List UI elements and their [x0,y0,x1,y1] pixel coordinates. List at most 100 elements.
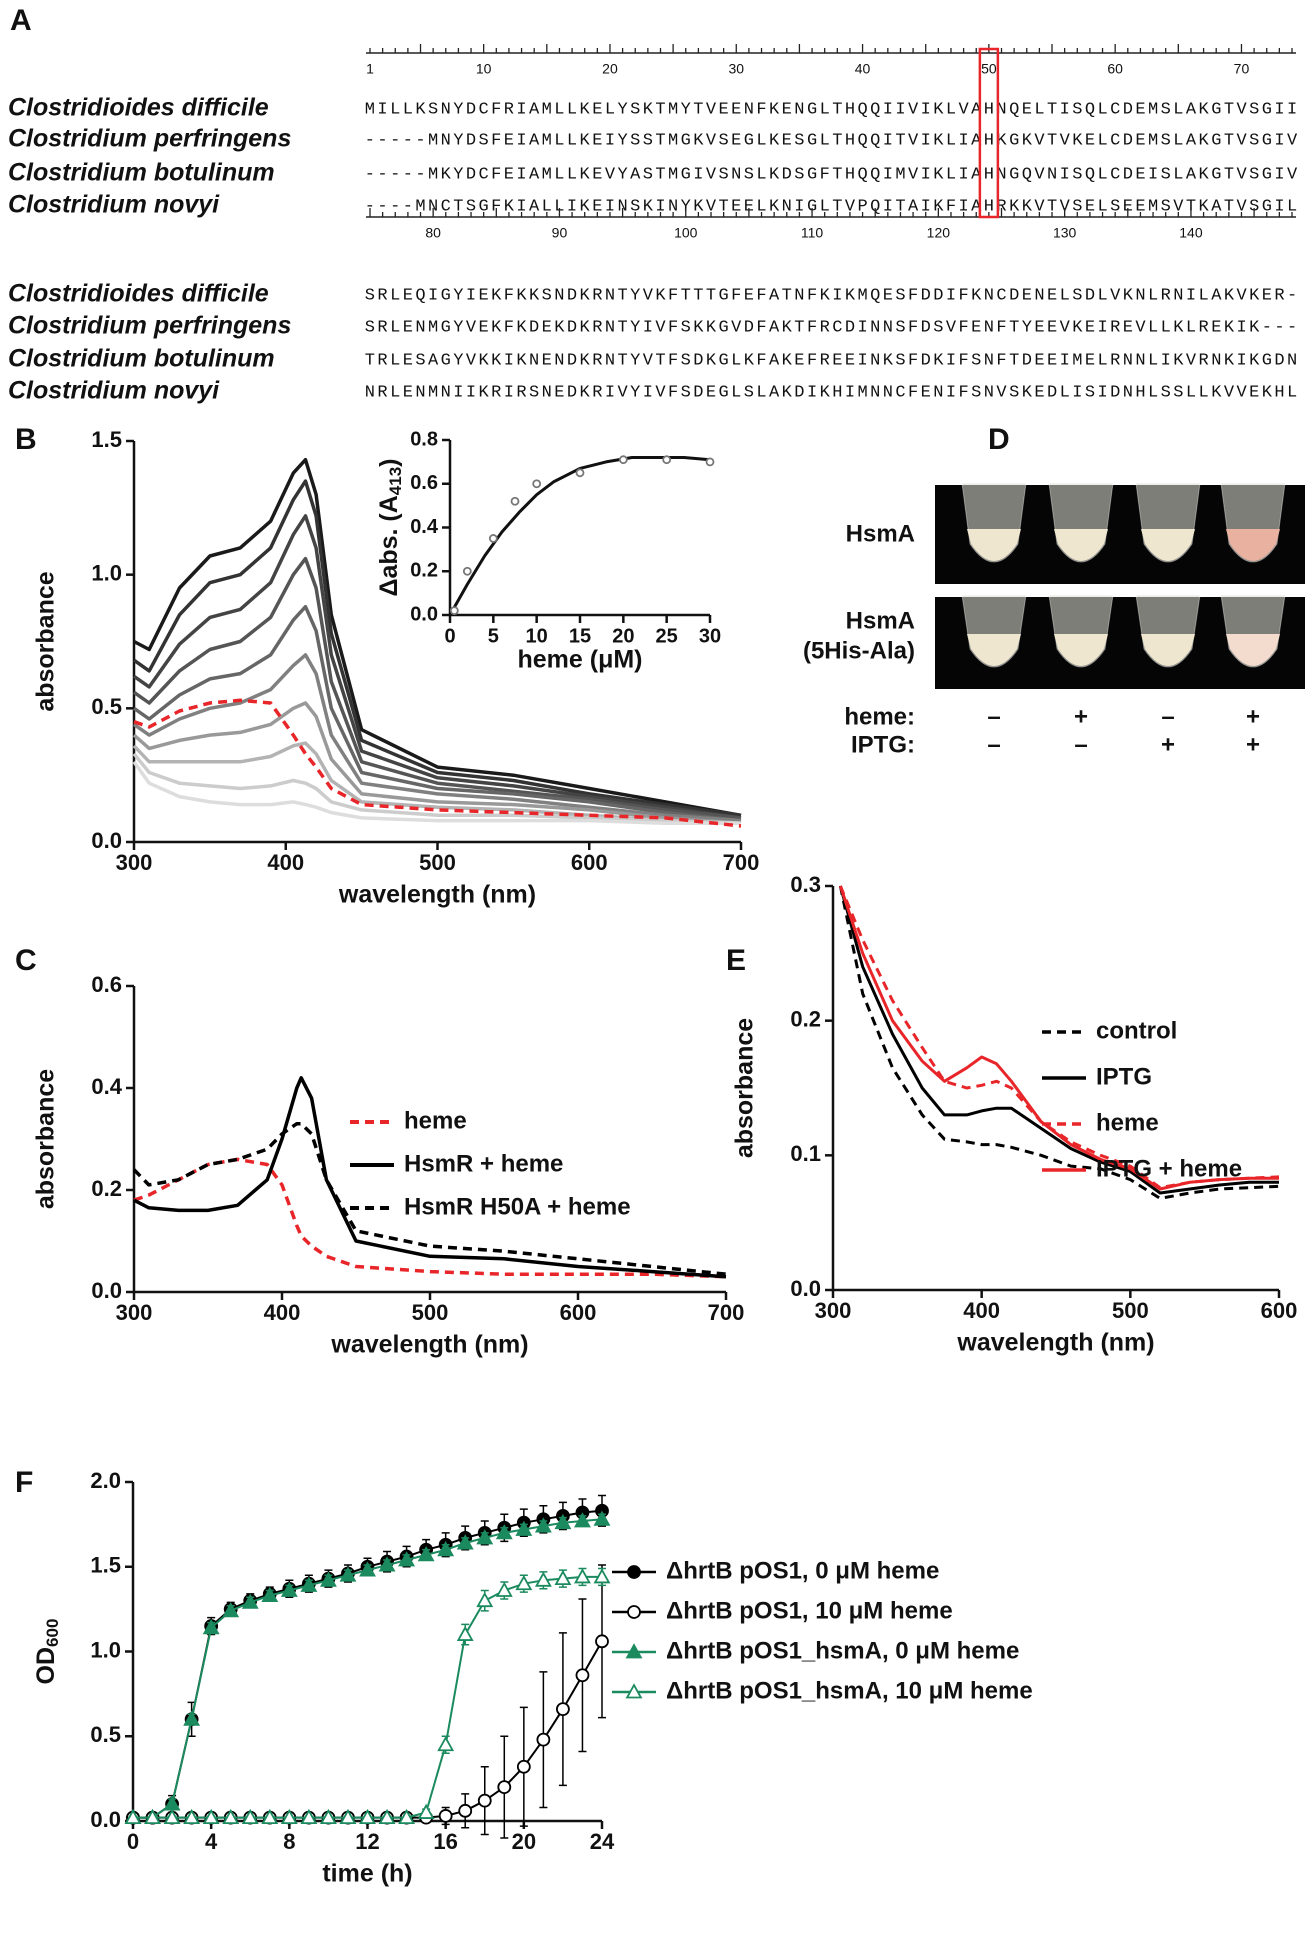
marker [497,1780,512,1794]
y-tick-label: 0.2 [410,560,438,582]
x-tick-label: 400 [963,1298,1000,1323]
ruler-label: 60 [1107,61,1123,77]
x-tick-label: 8 [283,1829,295,1854]
pellet [967,634,1021,666]
legend-label: ΔhrtB pOS1_hsmA, 10 μM heme [666,1677,1033,1704]
legend-label: ΔhrtB pOS1, 10 μM heme [666,1597,953,1624]
condition-sign: – [987,731,1000,758]
sequence: ----MNCTSGFKIALLIKEINSKINYKVTEELKNIGLTVP… [365,197,1297,216]
legend-label: heme [404,1107,467,1134]
series-line [132,1121,727,1276]
marker [417,1546,435,1562]
axis-title: time (h) [322,1860,412,1888]
sequence: SRLEQIGYIEKFKKSNDKRNTYVKFTTTGFEFATNFKIKM… [365,286,1297,305]
marker [261,1586,279,1602]
marker [495,1524,513,1540]
marker [593,1510,611,1526]
marker [574,1512,591,1528]
marker [536,1732,551,1747]
marker [516,1759,531,1774]
series-line [133,457,742,818]
y-tick-label: 0.6 [410,472,438,494]
axis-title: heme (μM) [517,646,642,674]
marker [627,1605,641,1619]
ruler-label: 10 [476,61,492,77]
sequence: -----MNYDSFEIAMLLKEIYSSTMGKVSEGLKESGLTHQ… [365,131,1298,150]
ruler-label: 1 [366,61,374,77]
condition-name: heme: [844,703,915,730]
axis-title: absorbance [731,1018,759,1158]
marker [554,1513,572,1530]
legend-label: heme [1096,1109,1159,1136]
y-tick-label: 0.4 [410,516,439,538]
axis-title: OD600 [32,1619,63,1685]
axis-title-text: ) [375,458,403,466]
series-line [132,701,742,826]
legend-label: HsmR + heme [404,1150,563,1177]
ruler-label: 30 [728,61,744,77]
x-tick-label: 500 [412,1300,449,1325]
marker [319,1808,337,1825]
panel-label: D [988,423,1010,456]
x-tick-label: 4 [205,1829,218,1854]
marker [241,1593,259,1609]
y-tick-label: 1.5 [90,1553,121,1578]
legend-label: HsmR H50A + heme [404,1193,631,1220]
marker [202,1808,220,1825]
row-label: (5His-Ala) [803,637,915,664]
condition-sign: – [1161,703,1174,730]
series-line [448,456,711,616]
x-tick-label: 600 [571,850,608,875]
marker [144,1808,161,1825]
marker [183,1710,201,1726]
sequence: MILLKSNYDCFRIAMLLKELYSKTMYTVEENFKENGLTHQ… [365,100,1297,119]
marker [261,1808,279,1825]
marker [378,1808,396,1825]
x-tick-label: 400 [264,1300,301,1325]
marker [625,1683,643,1699]
condition-name: IPTG: [851,731,915,758]
sequence: TRLESAGYVKKIKNENDKRNTYVTFSDKGLKFAKEFREEI… [365,351,1297,370]
condition-sign: + [1246,703,1260,730]
legend-label: IPTG + heme [1096,1155,1242,1182]
marker [202,1619,220,1635]
marker [495,1581,513,1597]
marker [359,1808,376,1825]
marker [476,1529,494,1545]
marker [488,534,498,543]
marker [241,1808,259,1825]
organism-name: Clostridium perfringens [8,125,291,153]
sequence: -----MKYDCFEIAMLLKEVYASTMGIVSNSLKDSGFTHQ… [365,165,1298,184]
y-tick-label: 0.8 [410,428,438,450]
marker [554,1569,572,1586]
legend-label: ΔhrtB pOS1_hsmA, 0 μM heme [666,1637,1019,1664]
marker [574,1568,591,1584]
y-tick-label: 0.0 [91,1278,122,1303]
x-tick-label: 25 [656,625,678,647]
x-tick-label: 24 [590,1829,615,1854]
x-tick-label: 300 [815,1298,852,1323]
marker [593,1568,611,1584]
sequence: SRLENMGYVEKFKDEKDKRNTYIVFSKKGVDFAKTFRCDI… [365,318,1297,337]
ruler-label: 130 [1053,225,1077,241]
y-tick-label: 0.0 [91,828,122,853]
y-tick-label: 0.1 [790,1141,821,1166]
x-tick-label: 600 [560,1300,597,1325]
marker [417,1803,435,1819]
y-tick-label: 0.5 [90,1722,121,1747]
x-tick-label: 300 [116,850,153,875]
pellet [1054,634,1108,666]
marker [339,1566,357,1582]
pellet [1054,529,1108,561]
ruler-label: 120 [927,225,951,241]
marker [398,1808,416,1825]
marker [532,479,542,489]
pellet [1141,529,1195,561]
organism-name: Clostridioides difficile [8,280,269,308]
pellet [1226,634,1280,666]
series-line [133,1575,602,1819]
legend-label: ΔhrtB pOS1, 0 μM heme [666,1557,939,1584]
x-tick-label: 700 [708,1300,745,1325]
organism-name: Clostridioides difficile [8,94,269,122]
x-tick-label: 5 [488,625,499,647]
